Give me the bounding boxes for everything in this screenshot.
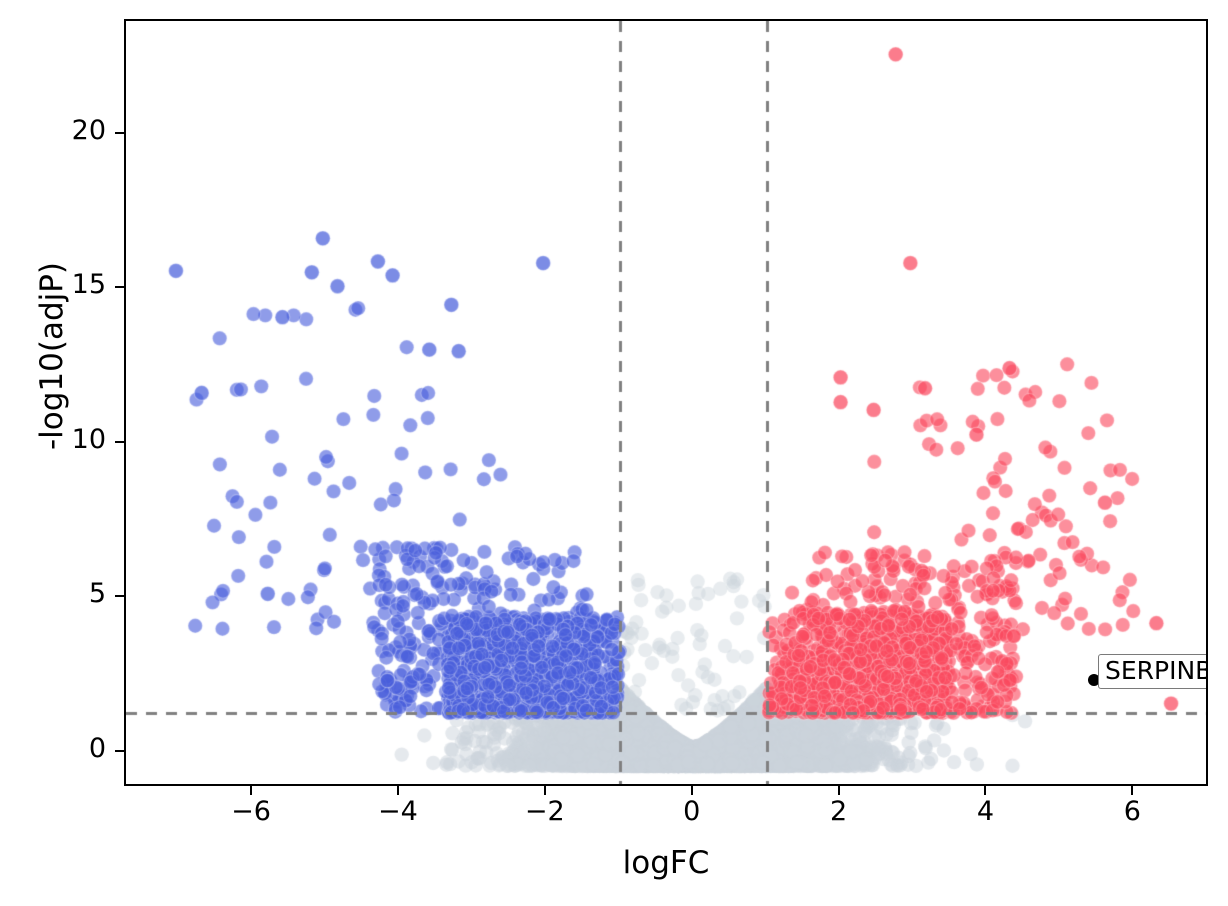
x-tick-2 xyxy=(543,786,546,795)
scatter-points-canvas xyxy=(126,21,1206,784)
y-tick-label-1: 5 xyxy=(88,578,106,610)
x-tick-label-3: 0 xyxy=(683,796,701,827)
x-tick-0 xyxy=(250,786,253,795)
x-tick-5 xyxy=(984,786,987,795)
y-tick-2 xyxy=(115,440,124,443)
x-tick-4 xyxy=(837,786,840,795)
y-tick-1 xyxy=(115,595,124,598)
y-axis-label: -log10(adjP) xyxy=(34,261,70,451)
y-tick-4 xyxy=(115,131,124,134)
y-tick-3 xyxy=(115,286,124,289)
gene-label-serpinb5[interactable]: SERPINB5 xyxy=(1097,654,1206,690)
y-tick-0 xyxy=(115,750,124,753)
y-tick-label-0: 0 xyxy=(88,733,106,765)
x-tick-label-4: 2 xyxy=(829,796,848,827)
x-tick-1 xyxy=(396,786,399,795)
x-tick-label-5: 4 xyxy=(976,796,995,827)
plot-area[interactable]: SERPINB5 xyxy=(124,19,1208,786)
x-tick-label-0: −6 xyxy=(231,796,271,827)
x-tick-label-6: 6 xyxy=(1123,796,1141,827)
x-tick-label-1: −4 xyxy=(378,796,418,827)
x-tick-label-2: −2 xyxy=(524,796,565,827)
x-tick-3 xyxy=(690,786,693,795)
y-tick-label-2: 10 xyxy=(71,423,106,455)
y-tick-label-4: 20 xyxy=(71,114,106,146)
x-axis-label: logFC xyxy=(622,845,710,881)
x-tick-6 xyxy=(1131,786,1134,795)
annotated-gene-marker xyxy=(1087,674,1100,687)
y-tick-label-3: 15 xyxy=(71,269,106,301)
